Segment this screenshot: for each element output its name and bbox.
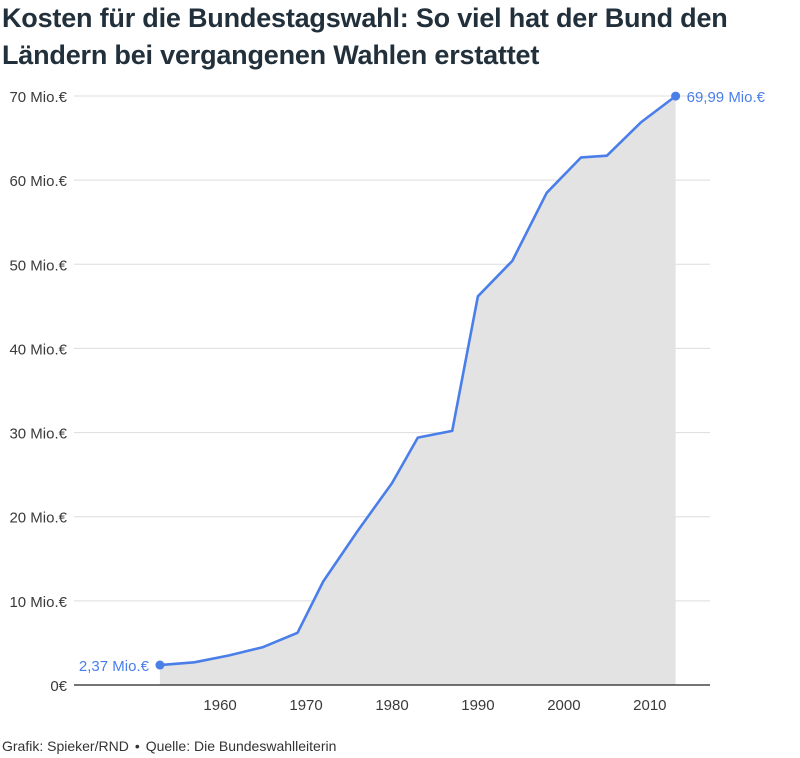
y-tick-label: 20 Mio.€ [9, 510, 67, 527]
data-label: 69,99 Mio.€ [687, 89, 766, 106]
y-tick-label: 50 Mio.€ [9, 257, 67, 274]
x-tick-label: 1990 [461, 697, 494, 714]
x-tick-label: 1980 [375, 697, 408, 714]
area-fill-group [159, 96, 676, 686]
x-tick-label: 2000 [547, 697, 580, 714]
y-tick-label: 0€ [50, 678, 67, 695]
y-tick-label: 70 Mio.€ [9, 89, 67, 106]
y-tick-label: 60 Mio.€ [9, 173, 67, 190]
x-tick-label: 1960 [203, 697, 236, 714]
series-line-group [158, 94, 677, 667]
footer-separator: • [134, 738, 140, 754]
y-tick-label: 30 Mio.€ [9, 426, 67, 443]
credit-text: Grafik: Spieker/RND [2, 738, 129, 754]
data-points [155, 91, 681, 670]
series-line [158, 94, 677, 667]
source-text: Quelle: Die Bundeswahlleiterin [145, 738, 337, 754]
data-point-marker [155, 660, 165, 670]
area-fill [159, 96, 676, 686]
chart-footer: Grafik: Spieker/RND • Quelle: Die Bundeswa… [2, 738, 336, 754]
chart-title: Kosten für die Bundestagswahl: So viel h… [2, 3, 728, 70]
data-point-marker [671, 91, 681, 101]
x-tick-label: 2010 [633, 697, 666, 714]
data-label: 2,37 Mio.€ [79, 658, 150, 675]
y-tick-label: 10 Mio.€ [9, 594, 67, 611]
x-tick-label: 1970 [289, 697, 322, 714]
y-tick-label: 40 Mio.€ [9, 341, 67, 358]
annotations: 2,37 Mio.€ 69,99 Mio.€ [79, 89, 766, 675]
tick-labels: 0€ 10 Mio.€ 20 Mio.€ 30 Mio.€ 40 Mio.€ 50 Mio… [9, 89, 666, 714]
